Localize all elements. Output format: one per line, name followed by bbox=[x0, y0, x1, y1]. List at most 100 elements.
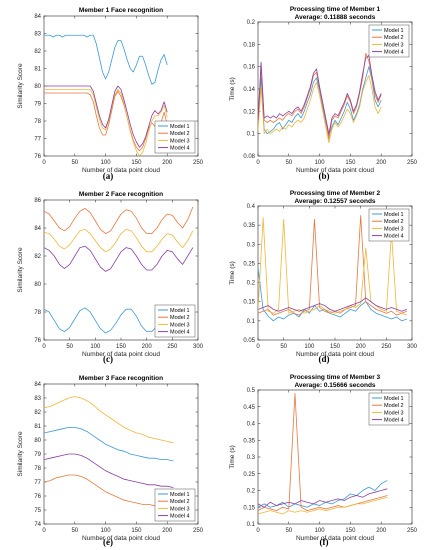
x-axis-label: Number of data point cloud bbox=[296, 351, 374, 358]
legend-entry: Model 3 bbox=[384, 42, 404, 48]
x-tick-label: 100 bbox=[315, 528, 326, 534]
x-tick-label: 150 bbox=[131, 528, 142, 534]
y-tick-label: 79 bbox=[34, 452, 41, 458]
chart-a: 0 50 100 150 200 250 76 77 78 79 80 81 82 83 84 Number … bbox=[17, 7, 204, 174]
y-axis-label: Similarity Score bbox=[17, 247, 24, 293]
y-tick-label: 83 bbox=[34, 396, 41, 402]
x-axis-label: Number of data point cloud bbox=[82, 351, 160, 358]
y-tick-label: 81 bbox=[34, 67, 41, 73]
series-line-model-1 bbox=[44, 426, 174, 462]
y-tick-label: 78 bbox=[34, 310, 41, 316]
series-line-model-4 bbox=[258, 55, 382, 135]
legend-entry: Model 2 bbox=[170, 499, 190, 505]
x-tick-label: 250 bbox=[193, 528, 204, 534]
legend-entry: Model 4 bbox=[384, 50, 404, 56]
chart-title: Processing time of Member 2 bbox=[290, 190, 381, 197]
legend-entry: Model 1 bbox=[384, 396, 404, 402]
chart-title: Processing time of Member 1 bbox=[290, 6, 381, 13]
series-line-model-2 bbox=[44, 474, 174, 508]
series-line-model-1 bbox=[44, 34, 168, 85]
y-tick-label: 0.14 bbox=[243, 87, 255, 93]
legend-entry: Model 3 bbox=[384, 410, 404, 416]
x-tick-label: 50 bbox=[71, 160, 78, 166]
x-tick-label: 50 bbox=[71, 528, 78, 534]
x-tick-label: 300 bbox=[407, 344, 418, 350]
y-tick-label: 84 bbox=[34, 382, 41, 388]
series-line-model-4 bbox=[258, 488, 388, 508]
panel-label-b: (b) bbox=[318, 171, 330, 181]
x-tick-label: 150 bbox=[131, 160, 142, 166]
y-tick-label: 78 bbox=[34, 466, 41, 472]
y-tick-label: 0.08 bbox=[243, 154, 255, 160]
x-tick-label: 200 bbox=[162, 528, 173, 534]
y-tick-label: 0.18 bbox=[243, 42, 255, 48]
x-tick-label: 50 bbox=[66, 344, 73, 350]
panel-label-e: (e) bbox=[103, 537, 113, 547]
y-tick-label: 82 bbox=[34, 410, 41, 416]
legend-entry: Model 1 bbox=[384, 212, 404, 218]
chart-title: Member 3 Face recognition bbox=[79, 375, 163, 382]
chart-title: Member 1 Face recognition bbox=[79, 7, 163, 14]
chart-subtitle: Average: 0.11888 seconds bbox=[295, 14, 376, 21]
x-tick-label: 100 bbox=[315, 160, 326, 166]
x-tick-label: 250 bbox=[381, 344, 392, 350]
chart-subtitle: Average: 0.12557 seconds bbox=[294, 198, 375, 205]
y-axis-label: Similarity Score bbox=[17, 431, 24, 477]
panel-label-d: (d) bbox=[318, 354, 330, 364]
y-tick-label: 77 bbox=[34, 480, 41, 486]
x-axis-label: Number of data point cloud bbox=[296, 535, 374, 542]
legend-entry: Model 4 bbox=[170, 330, 190, 336]
x-tick-label: 200 bbox=[376, 528, 387, 534]
series-line-model-4 bbox=[258, 297, 408, 312]
x-tick-label: 0 bbox=[42, 528, 46, 534]
chart-title: Processing time of Member 3 bbox=[290, 374, 381, 381]
y-tick-label: 76 bbox=[34, 338, 41, 344]
y-tick-label: 84 bbox=[34, 14, 41, 20]
x-tick-label: 50 bbox=[280, 344, 287, 350]
series-line-model-3 bbox=[44, 89, 168, 156]
chart-title: Member 2 Face recognition bbox=[79, 191, 163, 198]
y-tick-label: 82 bbox=[34, 49, 41, 55]
y-axis-label: Time (s) bbox=[229, 261, 236, 285]
y-tick-label: 77 bbox=[34, 137, 41, 143]
x-tick-label: 0 bbox=[42, 344, 46, 350]
y-tick-label: 0.16 bbox=[243, 65, 255, 71]
legend-entry: Model 1 bbox=[384, 28, 404, 34]
x-tick-label: 200 bbox=[162, 160, 173, 166]
legend-entry: Model 2 bbox=[170, 131, 190, 137]
legend-entry: Model 3 bbox=[384, 226, 404, 232]
y-tick-label: 76 bbox=[34, 154, 41, 160]
y-tick-label: 80 bbox=[34, 84, 41, 90]
y-tick-label: 82 bbox=[34, 254, 41, 260]
legend-entry: Model 2 bbox=[384, 35, 404, 41]
legend-entry: Model 3 bbox=[170, 138, 190, 144]
chart-f: 0 50 100 150 200 250 0.1 0.15 0.2 0.25 0.3 0.35 0.4 0… bbox=[229, 374, 418, 542]
legend-entry: Model 2 bbox=[384, 219, 404, 225]
y-tick-label: 0.2 bbox=[247, 281, 256, 287]
y-tick-label: 86 bbox=[34, 198, 41, 204]
y-tick-label: 0.2 bbox=[247, 489, 256, 495]
y-tick-label: 81 bbox=[34, 424, 41, 430]
y-tick-label: 0.1 bbox=[247, 319, 256, 325]
y-tick-label: 0.35 bbox=[243, 438, 255, 444]
y-tick-label: 0.5 bbox=[247, 388, 256, 394]
y-tick-label: 76 bbox=[34, 494, 41, 500]
legend-entry: Model 1 bbox=[170, 492, 190, 498]
y-tick-label: 78 bbox=[34, 119, 41, 125]
y-axis-label: Time (s) bbox=[229, 77, 236, 101]
x-tick-label: 200 bbox=[142, 344, 153, 350]
x-tick-label: 100 bbox=[304, 344, 315, 350]
x-tick-label: 250 bbox=[167, 344, 178, 350]
legend-entry: Model 1 bbox=[170, 308, 190, 314]
panel-label-f: (f) bbox=[319, 537, 329, 547]
y-tick-label: 0.05 bbox=[243, 338, 255, 344]
legend-entry: Model 4 bbox=[170, 146, 190, 152]
legend-entry: Model 4 bbox=[170, 514, 190, 520]
series-line-model-2 bbox=[44, 90, 168, 152]
x-tick-label: 150 bbox=[345, 528, 356, 534]
legend-entry: Model 4 bbox=[384, 418, 404, 424]
y-tick-label: 0.12 bbox=[243, 109, 255, 115]
